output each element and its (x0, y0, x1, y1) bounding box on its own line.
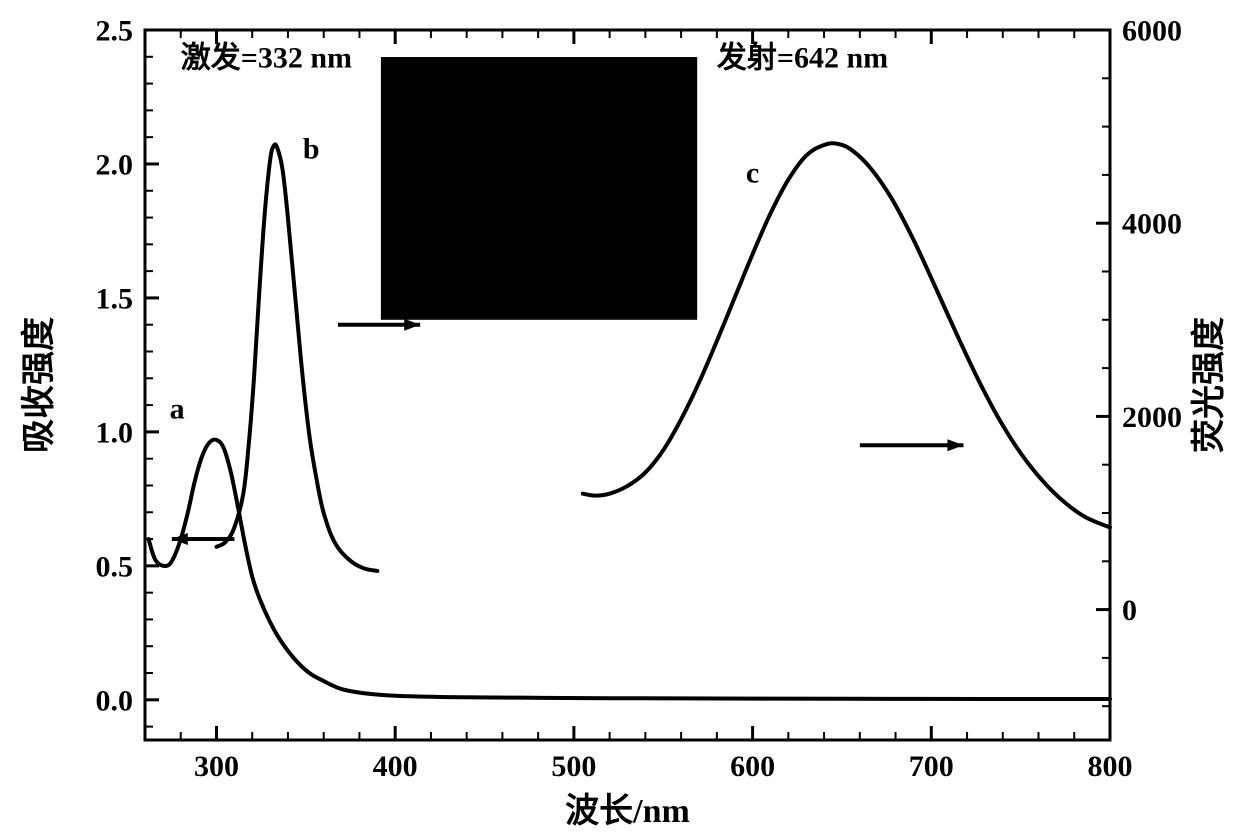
y-right-tick-label: 2000 (1122, 401, 1182, 434)
x-tick-label: 400 (373, 750, 418, 783)
x-tick-label: 500 (551, 750, 596, 783)
spectrum-chart: 300 400 500 600 700 800 波长/nm 0.0 0.5 1.0 1.5 2.0 2.… (0, 0, 1239, 838)
x-tick-label: 700 (909, 750, 954, 783)
series-letter-label: c (746, 157, 759, 190)
y-right-axis-label: 荧光强度 (1190, 317, 1228, 453)
x-tick-label: 800 (1088, 750, 1133, 783)
x-axis-label: 波长/nm (565, 792, 690, 830)
y-left-tick-label: 0.5 (96, 550, 134, 583)
y-left-tick-label: 1.0 (96, 416, 134, 449)
y-right-tick-label: 4000 (1122, 208, 1182, 241)
annotation-text: 发射=642 nm (716, 42, 888, 75)
series-letter-label: a (170, 392, 185, 425)
y-left-axis-label: 吸收强度 (20, 317, 58, 453)
y-right-tick-label: 6000 (1122, 15, 1182, 48)
y-left-tick-label: 0.0 (96, 684, 134, 717)
annotation-text: 激发=332 nm (181, 42, 352, 75)
y-left-tick-label: 2.0 (96, 148, 134, 181)
series-letter-label: b (303, 133, 320, 166)
y-left-tick-label: 1.5 (96, 282, 134, 315)
x-tick-label: 300 (194, 750, 239, 783)
y-left-tick-label: 2.5 (96, 15, 134, 48)
x-tick-label: 600 (730, 750, 775, 783)
y-right-tick-label: 0 (1122, 594, 1137, 627)
inset-photo (381, 57, 697, 320)
